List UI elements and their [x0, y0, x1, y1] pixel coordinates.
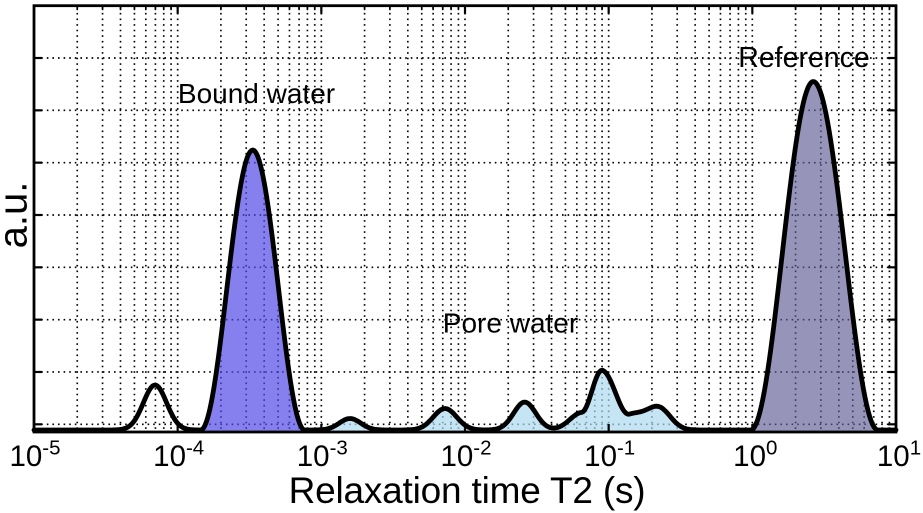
svg-text:Reference: Reference: [738, 42, 870, 74]
svg-text:Bound water: Bound water: [178, 78, 335, 109]
svg-text:a.u.: a.u.: [0, 182, 36, 249]
svg-text:101: 101: [877, 437, 921, 474]
svg-text:Relaxation time T2 (s): Relaxation time T2 (s): [289, 470, 646, 511]
svg-text:Pore water: Pore water: [443, 308, 578, 339]
svg-text:10-1: 10-1: [584, 437, 635, 474]
